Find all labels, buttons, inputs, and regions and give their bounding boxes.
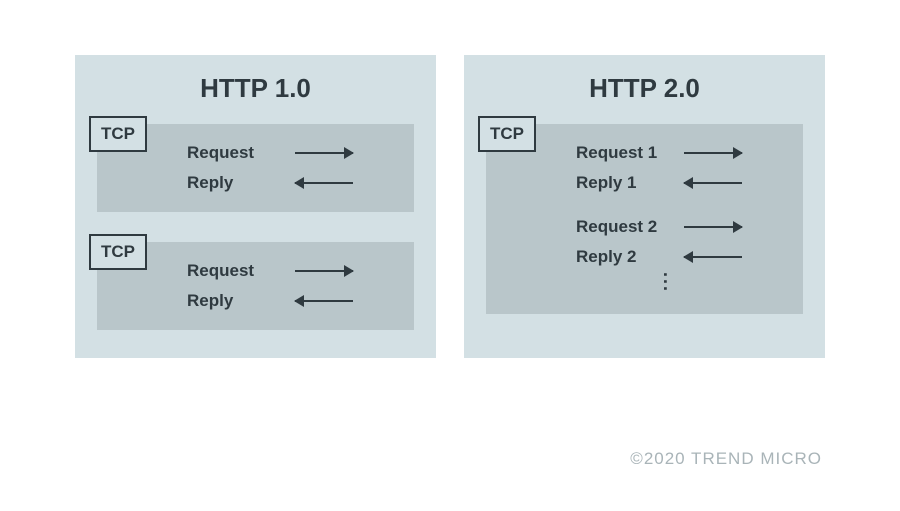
ellipsis-icon: ...: [666, 272, 673, 300]
row-reply: Reply: [187, 168, 398, 198]
rows: Request Reply: [187, 256, 398, 316]
connection-block: TCP Request 1 Reply 1 Request 2 Reply 2: [486, 124, 803, 314]
copyright-text: ©2020 TREND MICRO: [630, 449, 822, 469]
row-label: Reply: [187, 173, 295, 193]
row-gap: [576, 198, 787, 212]
row-request: Request: [187, 138, 398, 168]
row-reply: Reply: [187, 286, 398, 316]
arrow-right-icon: [295, 152, 353, 154]
connection-block: TCP Request Reply: [97, 242, 414, 330]
rows: Request 1 Reply 1 Request 2 Reply 2 ...: [576, 138, 787, 300]
row-label: Reply: [187, 291, 295, 311]
tcp-badge: TCP: [89, 234, 147, 270]
row-label: Request 2: [576, 217, 684, 237]
panel-title: HTTP 2.0: [486, 73, 803, 104]
tcp-badge: TCP: [478, 116, 536, 152]
rows: Request Reply: [187, 138, 398, 198]
diagram-canvas: HTTP 1.0 TCP Request Reply TCP Request: [75, 55, 825, 358]
row-reply: Reply 2: [576, 242, 787, 272]
row-request: Request: [187, 256, 398, 286]
row-label: Request: [187, 261, 295, 281]
tcp-badge: TCP: [89, 116, 147, 152]
arrow-right-icon: [295, 270, 353, 272]
arrow-right-icon: [684, 152, 742, 154]
row-label: Reply 2: [576, 247, 684, 267]
row-label: Request 1: [576, 143, 684, 163]
panel-http20: HTTP 2.0 TCP Request 1 Reply 1 Request 2: [464, 55, 825, 358]
panel-http10: HTTP 1.0 TCP Request Reply TCP Request: [75, 55, 436, 358]
arrow-left-icon: [684, 256, 742, 258]
arrow-right-icon: [684, 226, 742, 228]
arrow-left-icon: [295, 182, 353, 184]
row-reply: Reply 1: [576, 168, 787, 198]
row-label: Reply 1: [576, 173, 684, 193]
panel-title: HTTP 1.0: [97, 73, 414, 104]
connection-block: TCP Request Reply: [97, 124, 414, 212]
arrow-left-icon: [295, 300, 353, 302]
row-request: Request 1: [576, 138, 787, 168]
row-request: Request 2: [576, 212, 787, 242]
row-label: Request: [187, 143, 295, 163]
arrow-left-icon: [684, 182, 742, 184]
